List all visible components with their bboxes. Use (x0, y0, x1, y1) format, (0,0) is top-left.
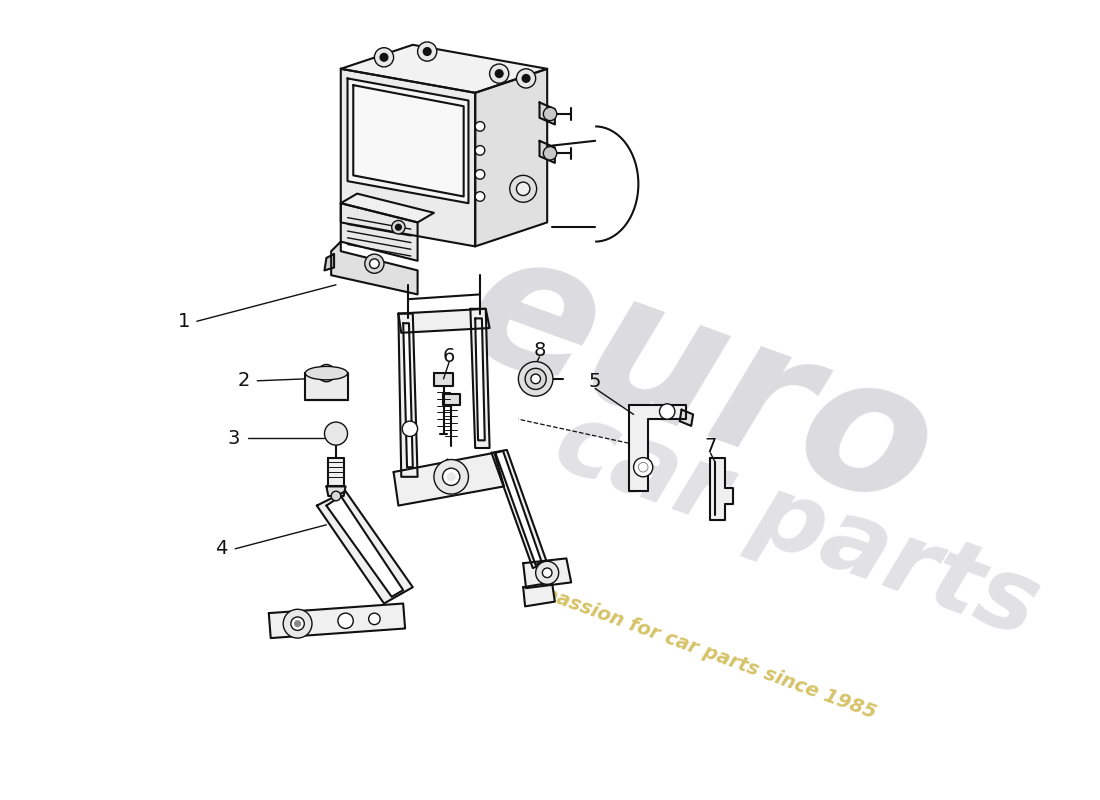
Polygon shape (327, 496, 404, 597)
Polygon shape (317, 491, 412, 603)
Circle shape (634, 458, 652, 477)
Polygon shape (306, 373, 348, 400)
Circle shape (365, 254, 384, 274)
Circle shape (381, 54, 388, 61)
Text: 3: 3 (228, 429, 240, 448)
Circle shape (338, 613, 353, 629)
Circle shape (396, 224, 402, 230)
Circle shape (490, 64, 509, 83)
Polygon shape (539, 141, 554, 163)
Circle shape (370, 259, 379, 269)
Polygon shape (394, 453, 504, 506)
Circle shape (660, 404, 675, 419)
Circle shape (424, 48, 431, 55)
Polygon shape (539, 102, 554, 125)
Polygon shape (348, 78, 469, 203)
Circle shape (495, 70, 503, 78)
Polygon shape (341, 194, 433, 222)
Text: euro: euro (443, 214, 958, 548)
Circle shape (295, 621, 300, 626)
Polygon shape (680, 410, 693, 426)
Polygon shape (475, 318, 485, 440)
Circle shape (509, 175, 537, 202)
Text: 5: 5 (588, 372, 602, 391)
Circle shape (536, 562, 559, 584)
Circle shape (518, 362, 553, 396)
Circle shape (543, 146, 557, 160)
Polygon shape (324, 254, 334, 270)
Circle shape (522, 74, 530, 82)
Circle shape (475, 170, 485, 179)
Polygon shape (341, 203, 418, 261)
Circle shape (638, 462, 648, 472)
Circle shape (324, 422, 348, 445)
Circle shape (475, 192, 485, 202)
Circle shape (531, 374, 540, 384)
Circle shape (318, 365, 336, 382)
Text: car parts: car parts (542, 393, 1052, 657)
Polygon shape (433, 373, 453, 386)
Circle shape (331, 491, 341, 501)
Polygon shape (341, 45, 547, 93)
Circle shape (525, 368, 547, 390)
Polygon shape (268, 603, 405, 638)
Circle shape (374, 48, 394, 67)
Polygon shape (442, 394, 460, 405)
Polygon shape (328, 458, 343, 486)
Circle shape (517, 69, 536, 88)
Circle shape (283, 610, 312, 638)
Circle shape (542, 568, 552, 578)
Circle shape (475, 146, 485, 155)
Polygon shape (398, 314, 418, 477)
Polygon shape (711, 458, 734, 520)
Circle shape (392, 221, 405, 234)
Polygon shape (331, 242, 418, 294)
Polygon shape (327, 486, 345, 496)
Polygon shape (471, 309, 490, 448)
Text: 8: 8 (534, 341, 546, 359)
Polygon shape (440, 459, 456, 481)
Polygon shape (524, 558, 571, 588)
Circle shape (543, 107, 557, 121)
Polygon shape (492, 450, 547, 568)
Text: a passion for car parts since 1985: a passion for car parts since 1985 (522, 577, 879, 722)
Text: 4: 4 (216, 539, 228, 558)
Circle shape (368, 613, 381, 625)
Circle shape (322, 370, 330, 377)
Polygon shape (524, 582, 554, 606)
Text: 1: 1 (178, 312, 190, 330)
Polygon shape (353, 85, 464, 197)
Circle shape (418, 42, 437, 61)
Ellipse shape (306, 366, 348, 380)
Polygon shape (629, 405, 686, 491)
Text: 6: 6 (443, 347, 455, 366)
Circle shape (433, 459, 469, 494)
Text: 7: 7 (704, 437, 716, 455)
Circle shape (517, 182, 530, 195)
Polygon shape (404, 323, 412, 467)
Circle shape (448, 473, 455, 481)
Circle shape (290, 617, 305, 630)
Polygon shape (341, 69, 475, 246)
Text: 2: 2 (238, 371, 250, 390)
Polygon shape (495, 451, 541, 565)
Circle shape (475, 122, 485, 131)
Polygon shape (398, 309, 490, 333)
Polygon shape (475, 69, 547, 246)
Circle shape (442, 468, 460, 486)
Circle shape (403, 421, 418, 437)
